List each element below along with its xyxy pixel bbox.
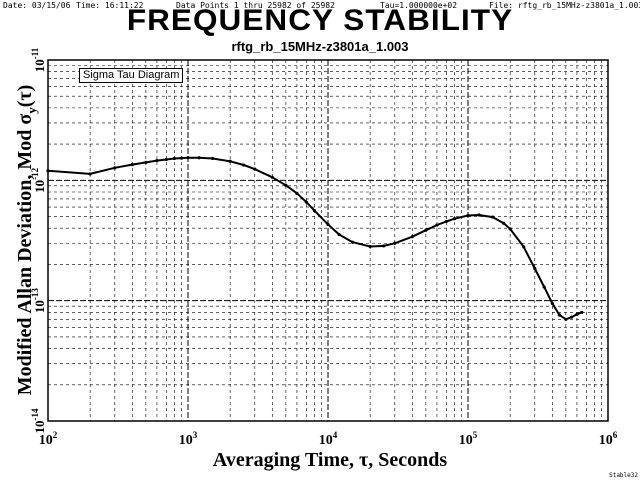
data-point	[164, 157, 168, 162]
data-point	[570, 315, 574, 319]
data-point	[144, 160, 148, 164]
data-point	[270, 175, 274, 179]
data-point	[580, 310, 584, 314]
data-point	[550, 301, 554, 305]
data-point	[46, 169, 50, 173]
data-point	[533, 266, 537, 271]
x-tick-label: 106	[599, 430, 618, 448]
data-point	[172, 156, 177, 161]
header-file: File: rftg_rb_15MHz-z3801a_1.003	[489, 1, 640, 10]
x-tick-label: 104	[319, 430, 338, 448]
software-stamp: Stable32	[609, 472, 638, 479]
chart-subtitle: rftg_rb_15MHz-z3801a_1.003	[231, 39, 409, 54]
data-point	[88, 172, 92, 176]
header-time: Time: 16:11:22	[76, 1, 144, 10]
data-point	[424, 228, 428, 232]
data-point	[337, 232, 341, 237]
y-tick-label: 10-14	[30, 408, 47, 433]
data-point	[444, 219, 448, 224]
data-point	[113, 166, 117, 170]
x-tick-label: 102	[39, 430, 58, 448]
x-axis-label: Averaging Time, τ, Seconds	[212, 449, 448, 471]
data-point	[452, 217, 457, 221]
data-point	[502, 221, 506, 225]
header-tau: Tau=1.000000e+02	[380, 1, 458, 10]
data-point	[295, 191, 299, 195]
series-line	[47, 156, 583, 321]
data-point	[564, 317, 568, 321]
data-point	[410, 235, 414, 239]
y-axis-label-subscript: y	[24, 107, 39, 114]
x-tick-label: 105	[459, 430, 478, 448]
data-point	[435, 223, 439, 227]
data-point	[197, 156, 201, 160]
data-point	[522, 245, 526, 249]
y-axis-label-suffix: (τ)	[14, 84, 36, 108]
data-point	[351, 240, 355, 244]
y-axis-label-main: Modified Allan Deviation, Mod σ	[14, 113, 36, 396]
data-point	[508, 227, 512, 231]
legend-box: Sigma Tau Diagram	[79, 68, 184, 83]
data-point	[228, 159, 232, 163]
data-point	[326, 222, 330, 227]
data-point	[130, 163, 134, 167]
data-point	[242, 163, 246, 167]
header-date: Date: 03/15/06	[3, 1, 71, 10]
data-point	[312, 209, 317, 213]
x-tick-label: 103	[179, 430, 198, 448]
y-tick-label: 10-11	[30, 47, 47, 72]
data-point	[382, 244, 386, 248]
plot-frame	[47, 59, 609, 422]
data-point	[186, 156, 190, 160]
y-tick-label: 10-12	[30, 167, 47, 192]
data-point	[477, 213, 481, 217]
chart-title: FREQUENCY STABILITY	[126, 4, 514, 37]
data-point	[542, 285, 546, 289]
data-point	[179, 156, 184, 160]
data-point	[284, 183, 288, 187]
data-point	[155, 158, 159, 163]
y-axis-label: Modified Allan Deviation, Mod σy(τ)	[14, 85, 40, 396]
data-point	[253, 167, 257, 171]
data-point	[466, 213, 470, 218]
header-data-points: Data Points 1 thru 25982 of 25982	[176, 1, 335, 10]
data-point	[393, 241, 397, 245]
data-point	[575, 312, 579, 316]
data-point	[211, 156, 215, 161]
data-point	[368, 244, 372, 249]
data-point	[557, 313, 562, 317]
data-point	[491, 215, 495, 219]
data-point	[304, 200, 308, 204]
y-tick-label: 10-13	[30, 288, 47, 313]
